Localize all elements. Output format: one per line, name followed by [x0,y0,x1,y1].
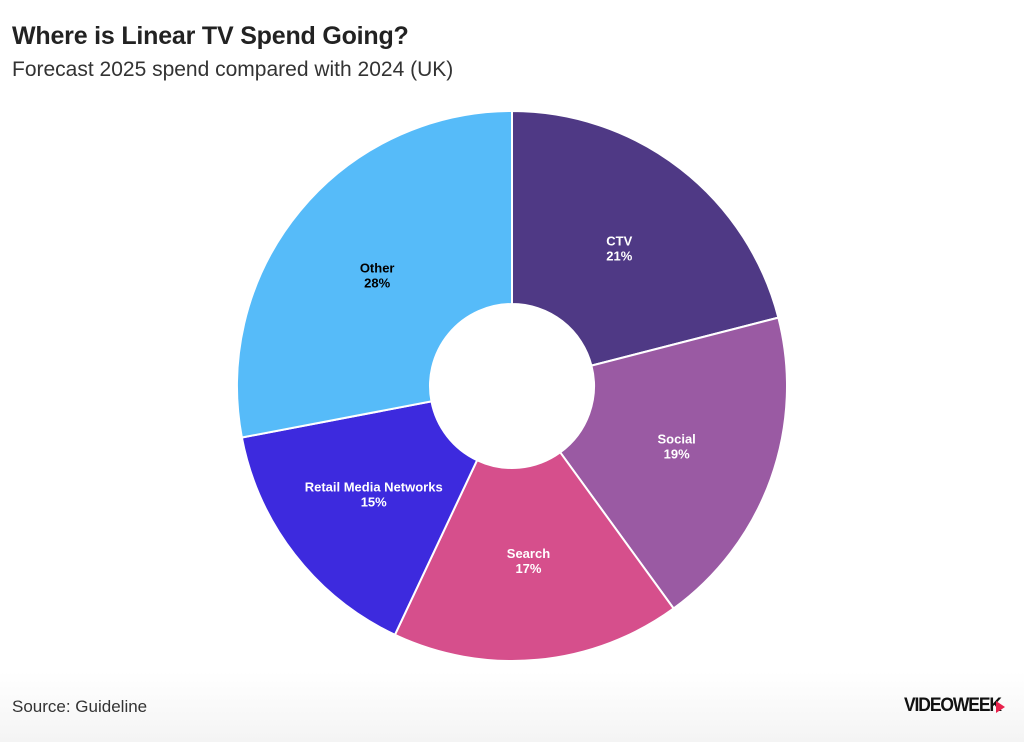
slice-retail-media-networks [240,400,479,637]
slice-social [558,316,788,610]
source-note: Source: Guideline [12,697,148,716]
slice-other [236,109,513,439]
slice-value-label: 21% [606,249,632,264]
slice-value-label: 15% [361,494,387,509]
slice-search [393,450,676,662]
slice-value-label: 17% [515,561,541,576]
slice-label: Search [507,546,550,561]
slice-label: Retail Media Networks [305,479,443,494]
chart-subtitle: Forecast 2025 spend compared with 2024 (… [12,58,454,81]
slice-label: Other [360,260,395,275]
slice-value-label: 19% [664,446,690,461]
slice-value-label: 28% [364,275,390,290]
slice-label: Social [658,431,696,446]
slice-label: CTV [606,234,632,249]
brand-logo: VIDEOWEEK [904,695,1002,716]
slice-ctv [511,109,780,367]
brand-arrow-icon [996,701,1005,713]
chart-title: Where is Linear TV Spend Going? [12,22,409,50]
footer-background [0,672,1024,742]
